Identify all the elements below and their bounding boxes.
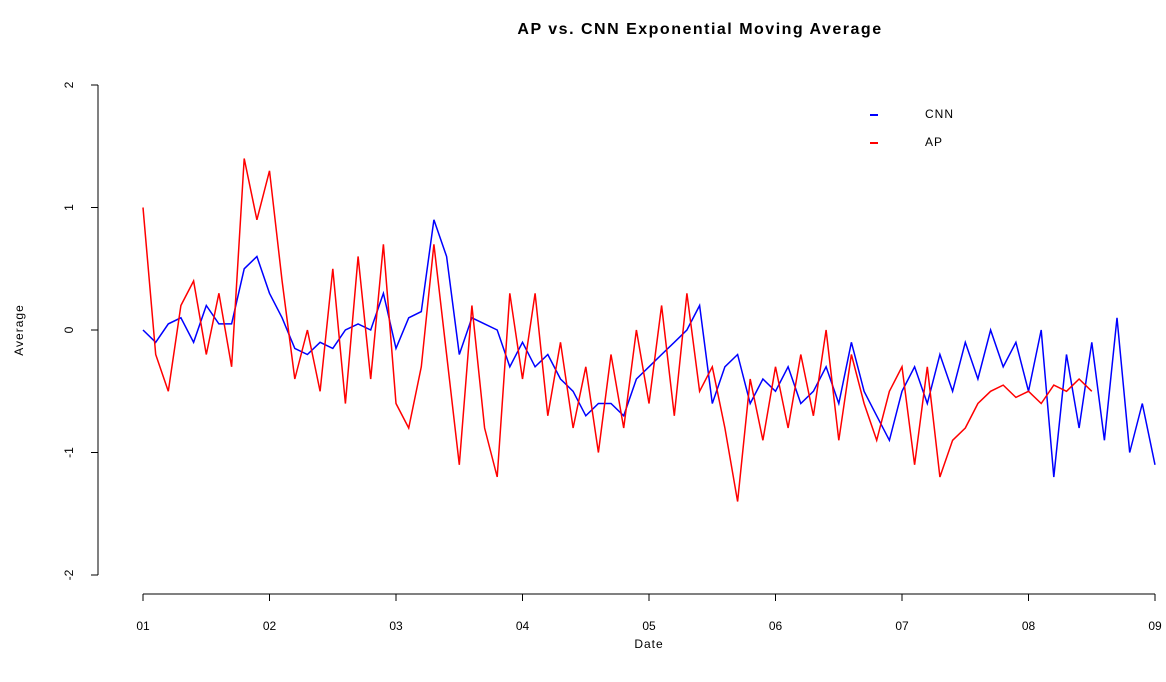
data-line	[142, 158, 1093, 502]
x-tick-label: 04	[516, 619, 530, 633]
y-tick-label: -1	[62, 447, 76, 458]
x-tick-label: 03	[389, 619, 403, 633]
legend-label: AP	[925, 135, 943, 149]
x-tick-label: 09	[1148, 619, 1162, 633]
legend-label: CNN	[925, 107, 954, 121]
y-tick-label: 2	[62, 81, 76, 88]
x-tick-label: 07	[895, 619, 909, 633]
y-tick-label: 1	[62, 204, 76, 211]
x-axis-label: Date	[634, 637, 663, 651]
chart-title: AP vs. CNN Exponential Moving Average	[517, 21, 882, 38]
y-tick-label: -2	[62, 569, 76, 580]
x-tick-label: 06	[769, 619, 783, 633]
y-tick-label: 0	[62, 326, 76, 333]
x-tick-label: 02	[263, 619, 277, 633]
data-line	[142, 219, 1156, 478]
x-tick-label: 05	[642, 619, 656, 633]
x-tick-label: 01	[136, 619, 150, 633]
x-tick-label: 08	[1022, 619, 1036, 633]
y-axis-label: Average	[12, 304, 26, 355]
